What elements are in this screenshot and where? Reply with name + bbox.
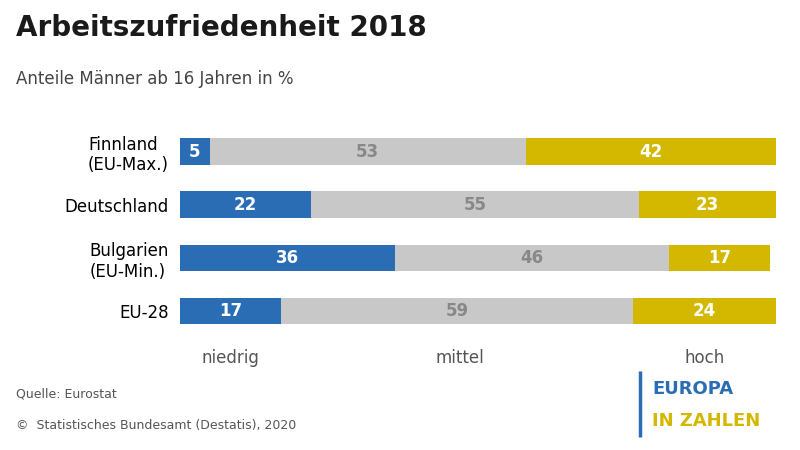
Text: 17: 17 xyxy=(219,302,242,320)
Text: Arbeitszufriedenheit 2018: Arbeitszufriedenheit 2018 xyxy=(16,14,426,41)
Bar xyxy=(180,245,394,271)
Bar xyxy=(180,138,210,165)
Text: 22: 22 xyxy=(234,196,257,214)
Bar xyxy=(639,191,776,218)
Text: Quelle: Eurostat: Quelle: Eurostat xyxy=(16,387,117,400)
Text: niedrig: niedrig xyxy=(202,349,259,367)
Text: 23: 23 xyxy=(696,196,719,214)
Text: 42: 42 xyxy=(639,143,662,161)
Text: 36: 36 xyxy=(276,249,299,267)
Text: EUROPA: EUROPA xyxy=(652,380,733,398)
Text: 53: 53 xyxy=(356,143,379,161)
Text: 55: 55 xyxy=(463,196,486,214)
Text: 24: 24 xyxy=(693,302,716,320)
Text: 46: 46 xyxy=(520,249,543,267)
Text: ©  Statistisches Bundesamt (Destatis), 2020: © Statistisches Bundesamt (Destatis), 20… xyxy=(16,419,296,432)
Text: IN ZAHLEN: IN ZAHLEN xyxy=(652,412,760,430)
Bar xyxy=(180,298,282,324)
Bar xyxy=(633,298,776,324)
Bar xyxy=(210,138,526,165)
Text: 17: 17 xyxy=(708,249,731,267)
Bar xyxy=(394,245,669,271)
Text: hoch: hoch xyxy=(684,349,725,367)
Bar xyxy=(669,245,770,271)
Bar xyxy=(282,298,633,324)
Text: mittel: mittel xyxy=(436,349,485,367)
Text: 5: 5 xyxy=(189,143,201,161)
Bar xyxy=(180,191,311,218)
Bar xyxy=(526,138,776,165)
Bar xyxy=(311,191,639,218)
Text: Anteile Männer ab 16 Jahren in %: Anteile Männer ab 16 Jahren in % xyxy=(16,70,294,88)
Text: 59: 59 xyxy=(446,302,469,320)
